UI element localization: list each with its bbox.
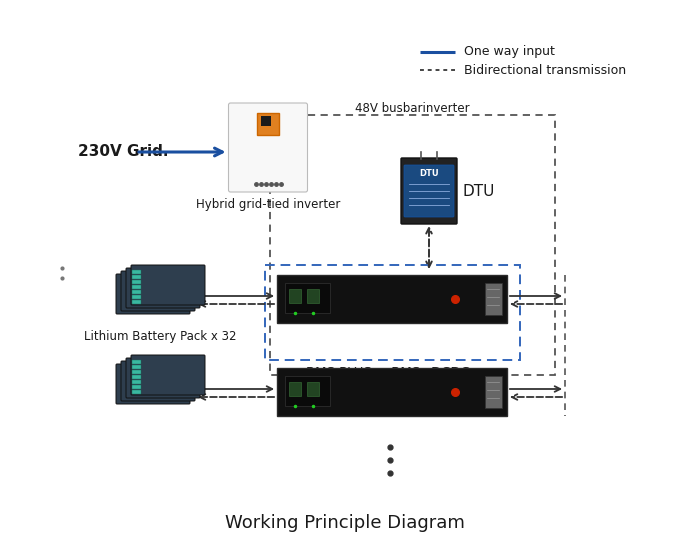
FancyBboxPatch shape xyxy=(131,265,205,305)
Bar xyxy=(132,385,141,389)
Bar xyxy=(289,382,301,396)
Bar xyxy=(132,295,141,299)
Bar xyxy=(132,375,141,378)
FancyBboxPatch shape xyxy=(228,103,308,192)
Bar xyxy=(270,115,555,375)
Bar xyxy=(485,283,502,315)
FancyBboxPatch shape xyxy=(126,358,200,398)
Bar xyxy=(261,116,271,126)
FancyBboxPatch shape xyxy=(121,361,195,401)
Bar xyxy=(132,360,141,363)
Text: Bidirectional transmission: Bidirectional transmission xyxy=(464,64,626,76)
Bar xyxy=(257,113,279,135)
Bar xyxy=(277,368,507,416)
Bar xyxy=(289,289,301,303)
FancyBboxPatch shape xyxy=(126,268,200,308)
Bar xyxy=(277,275,507,323)
FancyBboxPatch shape xyxy=(401,158,457,224)
Bar xyxy=(307,382,319,396)
Text: 230V Grid.: 230V Grid. xyxy=(78,144,168,159)
Bar xyxy=(132,380,141,383)
FancyBboxPatch shape xyxy=(131,355,205,395)
FancyBboxPatch shape xyxy=(121,271,195,311)
FancyBboxPatch shape xyxy=(404,165,454,217)
Text: Working Principle Diagram: Working Principle Diagram xyxy=(225,514,465,532)
Text: Lithium Battery Pack x 32: Lithium Battery Pack x 32 xyxy=(83,330,236,343)
Bar xyxy=(132,275,141,279)
Bar xyxy=(485,376,502,408)
Bar xyxy=(285,283,330,313)
Bar xyxy=(132,370,141,373)
Bar xyxy=(132,280,141,284)
Text: DTU: DTU xyxy=(420,170,439,179)
Bar xyxy=(132,290,141,294)
FancyBboxPatch shape xyxy=(116,364,190,404)
Text: 48V busbarinverter: 48V busbarinverter xyxy=(355,102,470,114)
Text: Hybrid grid-tied inverter: Hybrid grid-tied inverter xyxy=(196,198,340,211)
Bar xyxy=(265,265,520,360)
Text: One way input: One way input xyxy=(464,45,555,59)
Bar xyxy=(132,300,141,304)
FancyBboxPatch shape xyxy=(116,274,190,314)
Bar xyxy=(132,390,141,394)
Text: DTU: DTU xyxy=(463,184,495,199)
Bar xyxy=(132,365,141,368)
Bar xyxy=(132,285,141,289)
Bar xyxy=(307,289,319,303)
Bar xyxy=(285,376,330,406)
Bar xyxy=(132,270,141,274)
Text: BMS PLUS = BMS+DCDC: BMS PLUS = BMS+DCDC xyxy=(306,366,469,379)
